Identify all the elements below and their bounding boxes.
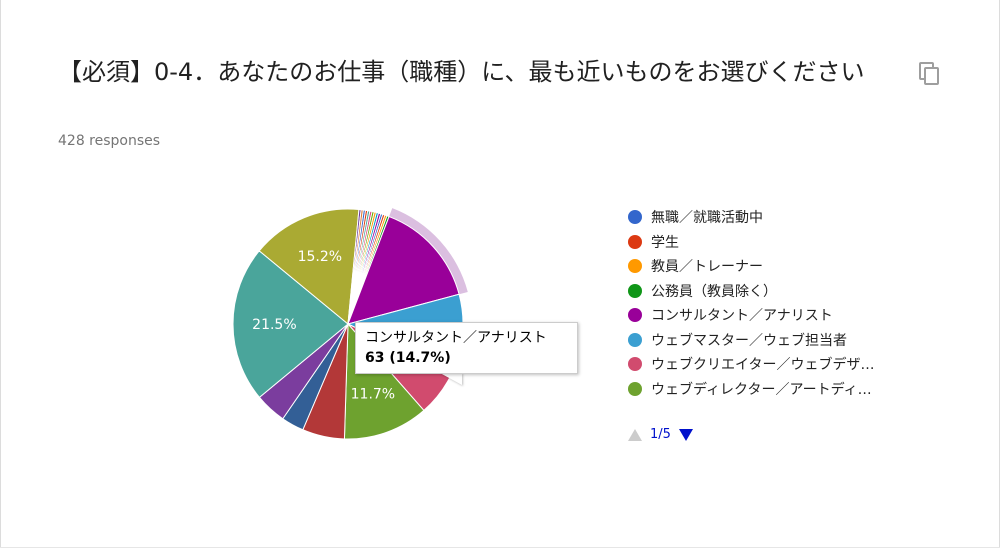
legend-item[interactable]: ウェブクリエイター／ウェブデザ… <box>628 352 874 377</box>
legend-color-swatch <box>628 259 642 274</box>
legend-color-swatch <box>628 308 642 323</box>
pie-slice-highlight <box>389 208 468 295</box>
chart-legend: 無職／就職活動中 学生教員／トレーナー 公務員（教員除く） コンサルタント／アナリスト… <box>628 205 874 401</box>
copy-icon <box>919 62 939 85</box>
legend-label: ウェブクリエイター／ウェブデザ… <box>651 357 875 374</box>
legend-item[interactable]: 学生 <box>628 230 874 255</box>
tooltip-title: コンサルタント／アナリスト <box>365 330 547 346</box>
pie-slice-data-label: 11.7% <box>351 386 395 402</box>
legend-color-swatch <box>628 332 642 347</box>
legend-item[interactable]: 無職／就職活動中 <box>628 205 874 230</box>
legend-item[interactable]: ウェブディレクター／アートディ… <box>628 377 874 402</box>
question-title: 【必須】0-4．あなたのお仕事（職種）に、最も近いものをお選びください <box>58 58 865 86</box>
copy-chart-button[interactable] <box>916 60 944 88</box>
tooltip-pointer <box>440 373 462 385</box>
legend-item[interactable]: 教員／トレーナー <box>628 254 874 279</box>
legend-page-indicator: 1/5 <box>650 427 671 442</box>
legend-next-arrow-icon[interactable] <box>678 428 693 441</box>
legend-label: 公務員（教員除く） <box>651 283 777 300</box>
legend-prev-arrow-icon[interactable] <box>628 428 642 441</box>
pie-slice[interactable] <box>232 250 349 399</box>
legend-color-swatch <box>628 357 642 372</box>
legend-label: ウェブマスター／ウェブ担当者 <box>651 332 847 349</box>
legend-label: ウェブディレクター／アートディ… <box>651 381 872 398</box>
legend-label: 学生 <box>651 234 679 251</box>
legend-label: 教員／トレーナー <box>651 259 763 276</box>
legend-color-swatch <box>628 234 642 249</box>
legend-label: コンサルタント／アナリスト <box>651 308 833 325</box>
legend-color-swatch <box>628 210 642 225</box>
tooltip-value: 63 (14.7%) <box>365 350 451 366</box>
frame-border-left <box>0 0 1 548</box>
legend-item[interactable]: 公務員（教員除く） <box>628 279 874 304</box>
pie-slice-data-label: 21.5% <box>252 317 296 333</box>
chart-tooltip: コンサルタント／アナリスト 63 (14.7%) <box>355 322 578 374</box>
pie-slice[interactable] <box>347 212 382 325</box>
pie-slice-data-label: 15.2% <box>298 249 342 265</box>
pie-slice[interactable] <box>258 208 360 325</box>
legend-color-swatch <box>628 381 642 396</box>
legend-item[interactable]: コンサルタント／アナリスト <box>628 303 874 328</box>
legend-item[interactable]: ウェブマスター／ウェブ担当者 <box>628 328 874 353</box>
legend-pager: 1/5 <box>628 427 693 442</box>
pie-slice[interactable] <box>347 215 460 325</box>
response-count: 428 responses <box>58 133 161 149</box>
legend-label: 無職／就職活動中 <box>651 210 763 227</box>
legend-color-swatch <box>628 283 642 298</box>
